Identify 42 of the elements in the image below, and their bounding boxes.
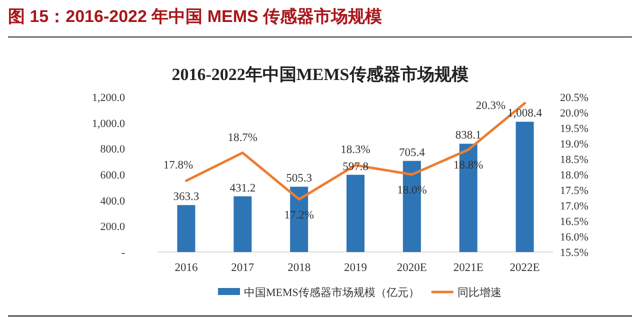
x-tick-label: 2018	[288, 262, 311, 274]
data-label: 18.3%	[340, 144, 371, 156]
bar	[346, 174, 364, 252]
y2-tick-label: 20.5%	[560, 92, 588, 104]
legend-label: 中国MEMS传感器市场规模（亿元）	[244, 286, 420, 299]
y2-tick-label: 18.5%	[560, 154, 588, 166]
y2-tick-label: 17.0%	[560, 200, 588, 212]
data-label: 705.4	[398, 146, 426, 159]
x-tick-label: 2022E	[510, 262, 540, 274]
y2-tick-label: 18.0%	[560, 170, 588, 182]
bar	[516, 122, 534, 252]
x-tick-label: 2016	[174, 262, 198, 274]
data-label: 505.3	[286, 172, 312, 185]
y2-tick-label: 20.0%	[560, 108, 588, 120]
bar	[234, 196, 252, 252]
x-tick-label: 2017	[231, 262, 254, 274]
y-tick-label: 400.0	[100, 195, 126, 208]
x-tick-label: 2020E	[396, 262, 427, 274]
y-tick-label: 1,000.0	[92, 118, 126, 130]
y2-tick-label: 16.0%	[560, 232, 588, 244]
y-tick-label: 800.0	[100, 144, 126, 156]
data-label: 363.3	[173, 191, 200, 204]
legend-label: 同比增速	[457, 286, 502, 299]
data-label: 838.1	[455, 130, 482, 142]
bar	[177, 205, 196, 252]
y2-tick-label: 16.5%	[560, 216, 588, 228]
y2-tick-label: 19.0%	[560, 138, 588, 150]
x-tick-label: 2019	[344, 262, 368, 274]
y-tick-label: 600.0	[100, 170, 126, 182]
data-label: 18.7%	[228, 132, 258, 144]
data-label: 17.8%	[163, 160, 194, 172]
y-tick-label: -	[121, 247, 126, 259]
x-tick-label: 2021E	[453, 262, 484, 274]
y-tick-label: 200.0	[100, 221, 126, 234]
y2-tick-label: 19.5%	[560, 123, 588, 135]
y2-tick-label: 15.5%	[560, 247, 588, 259]
caption: 图 15：2016-2022 年中国 MEMS 传感器市场规模	[8, 7, 382, 26]
y-tick-label: 1,200.0	[92, 92, 126, 104]
data-label: 431.2	[230, 182, 256, 194]
chart-title: 2016-2022年中国MEMS传感器市场规模	[172, 65, 468, 84]
y2-tick-label: 17.5%	[560, 185, 588, 197]
data-label: 20.3%	[476, 100, 506, 112]
